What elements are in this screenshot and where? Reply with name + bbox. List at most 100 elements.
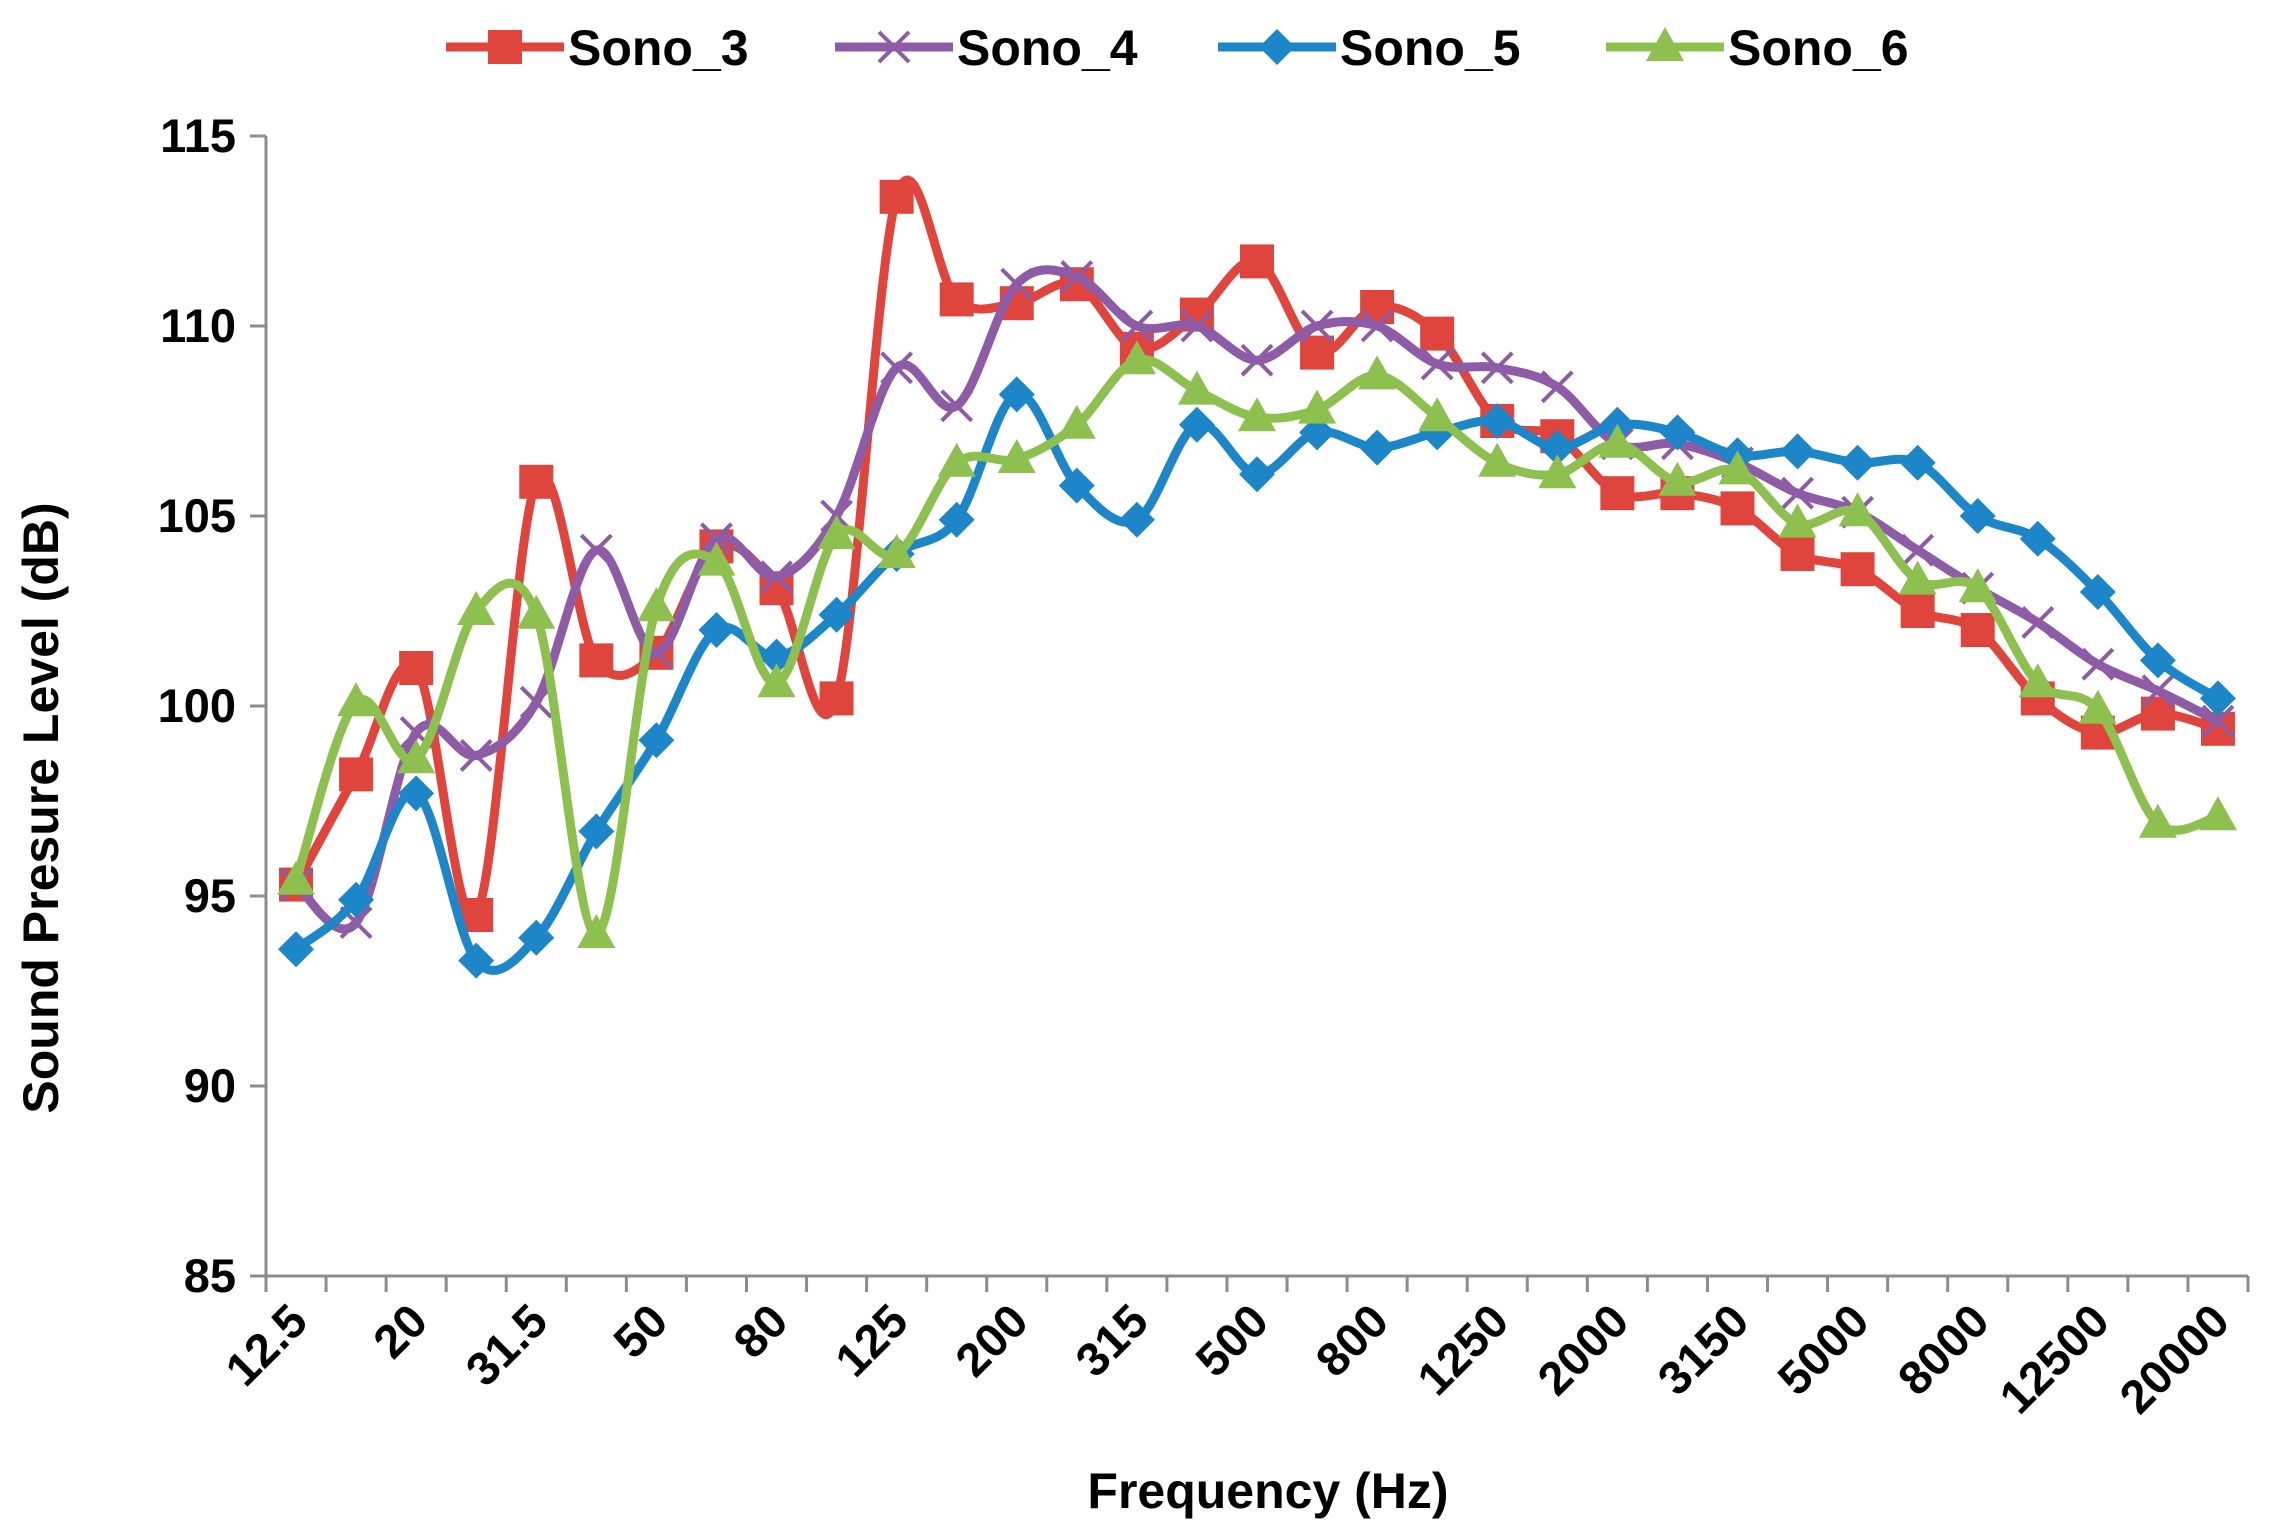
data-point xyxy=(998,376,1035,413)
y-tick-label: 105 xyxy=(158,489,236,542)
x-tick-label: 20000 xyxy=(2109,1294,2239,1424)
data-point xyxy=(879,179,914,214)
data-point xyxy=(1478,442,1517,477)
data-point xyxy=(940,389,974,423)
data-point xyxy=(697,541,736,576)
data-point xyxy=(1718,450,1757,485)
data-point xyxy=(880,351,914,385)
data-point xyxy=(1240,244,1274,279)
x-axis-title: Frequency (Hz) xyxy=(1087,1463,1448,1519)
legend-item-sono-5: Sono_5 xyxy=(1218,20,1521,76)
data-point xyxy=(818,596,855,633)
data-point xyxy=(1300,335,1335,370)
x-tick-label: 125 xyxy=(825,1294,918,1387)
x-tick-label: 50 xyxy=(603,1294,677,1368)
data-point xyxy=(2079,574,2116,610)
data-point xyxy=(1298,389,1337,424)
data-point xyxy=(1840,552,1875,587)
x-axis: 12.5 20 31.5 50 80 125 200 315 500 800 1250 2000 315… xyxy=(215,1274,2250,1424)
y-axis-title: Sound Presure Level (dB) xyxy=(13,502,69,1113)
data-point xyxy=(1420,316,1455,351)
y-tick-label: 115 xyxy=(160,109,236,162)
series-sono-5 xyxy=(278,376,2236,979)
data-point xyxy=(1901,533,1935,567)
data-point xyxy=(1239,456,1275,493)
data-point xyxy=(1598,423,1637,458)
legend-marker xyxy=(877,30,911,64)
x-tick-label: 1250 xyxy=(1407,1294,1518,1405)
legend-item-sono-4: Sono_4 xyxy=(835,20,1138,76)
data-point xyxy=(1898,560,1937,595)
data-point xyxy=(1118,501,1155,538)
data-point xyxy=(760,560,793,594)
data-point xyxy=(638,722,675,759)
data-point xyxy=(338,881,375,918)
data-point xyxy=(518,919,555,956)
x-tick-label: 5000 xyxy=(1767,1294,1878,1405)
data-point xyxy=(277,860,316,895)
data-point xyxy=(1538,454,1577,489)
data-point xyxy=(1177,370,1216,405)
legend-marker xyxy=(488,30,522,64)
data-point xyxy=(1300,309,1334,343)
data-point xyxy=(1658,461,1697,496)
legend-label: Sono_5 xyxy=(1340,20,1521,76)
x-tick-label: 500 xyxy=(1185,1294,1278,1387)
data-point xyxy=(1117,340,1156,375)
x-tick-label: 800 xyxy=(1305,1294,1398,1387)
series-line xyxy=(291,175,2223,923)
y-tick-label: 90 xyxy=(184,1059,236,1112)
data-point xyxy=(1600,476,1635,511)
legend-label: Sono_6 xyxy=(1728,20,1909,76)
data-point xyxy=(1057,404,1096,439)
data-point xyxy=(337,682,376,717)
data-point xyxy=(457,591,496,625)
data-point xyxy=(339,757,374,792)
y-tick-label: 100 xyxy=(158,679,236,732)
data-point xyxy=(2199,680,2236,717)
data-point xyxy=(1479,403,1516,439)
data-point xyxy=(1659,414,1696,451)
data-point xyxy=(399,651,434,685)
x-tick-label: 12.5 xyxy=(215,1294,317,1396)
x-tick-label: 200 xyxy=(945,1294,1038,1387)
x-tick-label: 31.5 xyxy=(455,1294,557,1396)
data-point xyxy=(1539,429,1576,466)
data-point xyxy=(398,775,435,812)
data-point xyxy=(278,931,315,968)
legend-label: Sono_4 xyxy=(957,20,1138,76)
y-tick-label: 95 xyxy=(184,869,236,922)
data-point xyxy=(1420,347,1454,381)
legend-item-sono-6: Sono_6 xyxy=(1606,20,1909,76)
data-point xyxy=(397,739,436,774)
x-tick-label: 20 xyxy=(363,1294,437,1368)
data-point xyxy=(578,813,615,850)
data-point xyxy=(1960,613,1995,647)
data-point xyxy=(2139,642,2176,679)
legend-marker xyxy=(1646,27,1684,61)
data-point xyxy=(2078,689,2117,724)
x-tick-label: 80 xyxy=(723,1294,797,1368)
data-point xyxy=(817,515,856,549)
legend-item-sono-3: Sono_3 xyxy=(446,20,749,76)
data-point xyxy=(2141,674,2175,708)
data-point xyxy=(1780,537,1815,571)
data-point xyxy=(2021,605,2055,639)
data-point xyxy=(1359,429,1396,466)
legend: Sono_3 Sono_4 Sono_5 Sono_6 xyxy=(446,20,1909,76)
data-point xyxy=(938,501,975,538)
data-point xyxy=(700,522,733,556)
data-point xyxy=(458,942,495,979)
data-point xyxy=(1778,503,1817,538)
legend-label: Sono_3 xyxy=(568,20,749,76)
data-point xyxy=(1360,309,1394,343)
data-point xyxy=(1540,370,1574,404)
data-point xyxy=(579,643,614,678)
data-point xyxy=(1240,343,1274,377)
data-point xyxy=(1779,433,1816,470)
x-tick-label: 3150 xyxy=(1647,1294,1758,1405)
series-layer xyxy=(277,175,2237,979)
legend-marker xyxy=(1259,29,1295,65)
data-point xyxy=(1899,444,1936,481)
